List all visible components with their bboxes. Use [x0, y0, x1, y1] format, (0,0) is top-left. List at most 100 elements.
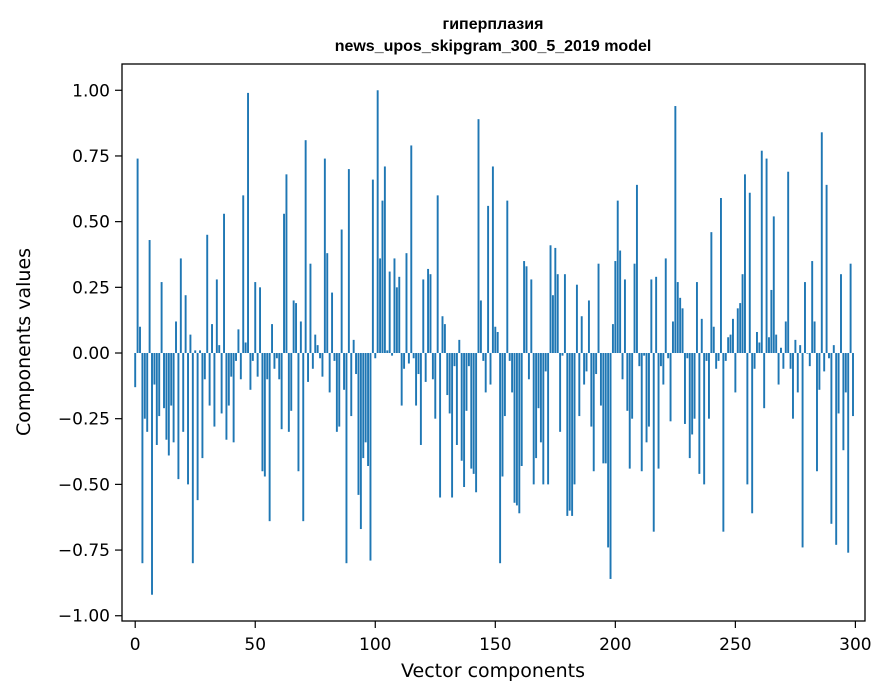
x-tick-label: 250 — [719, 635, 751, 655]
bar — [220, 353, 223, 414]
bar — [331, 292, 334, 354]
bar — [455, 353, 458, 445]
bar — [199, 350, 201, 354]
bar — [602, 353, 605, 464]
bars-group — [134, 90, 854, 595]
bar — [556, 274, 559, 354]
bar — [326, 253, 329, 354]
bar — [405, 253, 408, 354]
bar — [523, 261, 526, 354]
bar — [825, 184, 828, 354]
bar — [828, 353, 830, 359]
bar — [756, 331, 758, 354]
bar — [376, 90, 379, 354]
bar — [335, 353, 338, 432]
y-tick-label: −0.50 — [58, 475, 110, 495]
bar — [201, 353, 204, 459]
bar — [592, 353, 595, 472]
bar — [218, 345, 221, 354]
bar — [695, 282, 698, 354]
bar — [251, 353, 254, 361]
bar — [650, 279, 653, 354]
bar — [537, 353, 540, 409]
bar — [777, 353, 780, 385]
bar — [532, 353, 535, 485]
bar — [703, 353, 706, 485]
chart-title: гиперплазия — [443, 16, 544, 33]
bar — [595, 353, 598, 375]
bar — [840, 274, 842, 354]
bar — [808, 353, 811, 367]
bar — [362, 353, 365, 459]
bar — [419, 353, 422, 445]
bar — [170, 353, 173, 406]
bar — [345, 353, 348, 564]
x-tick-label: 100 — [359, 635, 391, 655]
x-tick-label: 150 — [479, 635, 511, 655]
bar — [652, 353, 655, 532]
bar — [717, 353, 720, 361]
bar — [323, 158, 326, 353]
bar — [458, 339, 461, 354]
bar — [259, 287, 261, 354]
bar — [628, 353, 631, 469]
bar — [772, 216, 775, 354]
bar — [619, 250, 622, 354]
bar — [796, 353, 799, 393]
bar — [633, 263, 636, 354]
bar — [751, 353, 754, 514]
bar — [681, 308, 684, 354]
bar — [374, 353, 377, 359]
bar — [518, 353, 521, 514]
bar — [386, 350, 389, 354]
y-tick-label: −1.00 — [58, 607, 110, 627]
bar — [415, 353, 418, 406]
bar — [503, 353, 506, 417]
bar — [616, 200, 619, 354]
bar — [391, 353, 394, 356]
bar — [599, 353, 602, 406]
bar — [768, 337, 770, 354]
bar — [698, 353, 701, 474]
bar — [765, 158, 768, 353]
bar — [379, 258, 382, 353]
bar — [172, 353, 175, 443]
y-axis-label: Components values — [13, 248, 35, 436]
bar — [792, 353, 794, 419]
bar — [732, 318, 734, 354]
bar — [763, 353, 766, 409]
bar — [753, 353, 756, 369]
bar — [371, 179, 374, 354]
bar — [580, 316, 583, 354]
bar — [328, 353, 331, 393]
bar — [611, 324, 614, 354]
y-tick-label: 0.25 — [72, 278, 110, 298]
bar — [501, 353, 504, 477]
bar — [775, 334, 778, 354]
bar — [139, 326, 141, 354]
bar — [816, 353, 818, 472]
bar — [352, 339, 355, 354]
bar — [196, 353, 199, 501]
bar — [484, 353, 487, 393]
bar — [321, 353, 324, 377]
x-tick-label: 300 — [839, 635, 871, 655]
bar — [758, 342, 761, 354]
bar — [237, 329, 240, 354]
bar — [287, 353, 290, 432]
bar — [549, 245, 552, 354]
bar — [688, 353, 691, 459]
bar — [794, 339, 797, 354]
bar — [544, 353, 547, 372]
bar — [314, 334, 317, 354]
bar — [804, 282, 806, 354]
bar — [527, 353, 530, 380]
bar — [621, 353, 624, 380]
bar — [657, 353, 660, 469]
bar — [705, 353, 708, 361]
bar — [244, 342, 247, 354]
x-tick-label: 50 — [244, 635, 266, 655]
bar — [427, 268, 430, 354]
bar — [539, 353, 542, 443]
